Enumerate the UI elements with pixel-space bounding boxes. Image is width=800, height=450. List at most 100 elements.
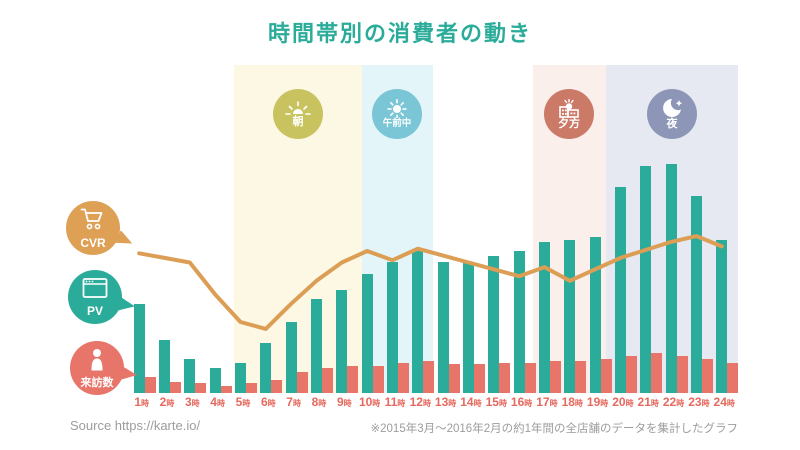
visitors-bar: [676, 356, 688, 393]
hour-group: [639, 65, 664, 393]
footnote-text: ※2015年3月～2016年2月の約1年間の全店舗のデータを集計したグラフ: [370, 423, 739, 435]
x-axis-label: 10時: [358, 395, 381, 409]
x-axis-label: 8時: [311, 395, 327, 409]
sun-icon: [385, 99, 409, 119]
visitors-bar: [144, 376, 156, 393]
pv-bar: [462, 262, 474, 393]
x-axis-label: 3時: [184, 395, 200, 409]
pv-bar: [412, 251, 424, 393]
hour-group: [689, 65, 714, 393]
x-axis-label: 19時: [586, 395, 609, 409]
visitors-bar: [245, 382, 257, 393]
hour-group: [259, 65, 284, 393]
x-axis-label: 22時: [662, 395, 685, 409]
sunrise-icon: [285, 100, 311, 116]
pv-bar: [614, 186, 626, 393]
person-icon: [87, 348, 107, 377]
bubble-tail: [120, 365, 138, 383]
hour-group: [208, 65, 233, 393]
x-axis-label: 18時: [561, 395, 583, 409]
visitors-bar: [549, 360, 561, 393]
pv-bar: [184, 358, 196, 393]
bar-series: [132, 65, 740, 393]
pv-bar: [513, 251, 525, 393]
visitors-bar: [195, 382, 207, 393]
hour-group: [588, 65, 613, 393]
legend-visitors: 来訪数: [70, 341, 138, 395]
zone-label: 夕方: [558, 117, 580, 130]
x-axis-label: 2時: [159, 395, 175, 409]
zone-label: 夜: [666, 118, 678, 130]
x-axis-label: 13時: [434, 395, 457, 409]
pv-bar: [538, 241, 550, 393]
hour-group: [411, 65, 436, 393]
pv-bar: [209, 367, 221, 393]
x-axis-label: 16時: [510, 395, 533, 409]
hour-group: [461, 65, 486, 393]
hour-group: [309, 65, 334, 393]
pv-bar: [564, 239, 576, 393]
legend-cvr-label: CVR: [80, 236, 106, 250]
visitors-bar: [397, 363, 409, 393]
moon-star-icon: [660, 98, 684, 118]
visitors-bar: [271, 380, 283, 393]
hour-group: [132, 65, 157, 393]
pv-bar: [488, 255, 500, 393]
visitors-bar: [524, 363, 536, 393]
hour-group: [385, 65, 410, 393]
hour-group: [664, 65, 689, 393]
zone-badge-evening: 夕方: [544, 89, 594, 139]
visitors-bar: [473, 364, 485, 393]
x-axis-label: 6時: [260, 395, 276, 409]
pv-bar: [690, 196, 702, 393]
pv-bar: [665, 164, 677, 393]
hour-group: [563, 65, 588, 393]
x-axis-label: 23時: [688, 395, 710, 409]
legend-cvr: CVR: [66, 201, 136, 255]
x-axis-label: 17時: [536, 395, 558, 409]
pv-bar: [336, 289, 348, 393]
pv-bar: [386, 262, 398, 393]
visitors-bar: [321, 367, 333, 393]
hour-group: [436, 65, 461, 393]
chart-plot-area: 朝 午前中: [132, 65, 740, 393]
pv-bar: [361, 273, 373, 393]
x-axis-label: 21時: [637, 395, 659, 409]
cvr-line-chart: [137, 234, 724, 331]
visitors-bar: [600, 358, 612, 393]
x-axis-label: 11時: [384, 395, 406, 409]
zone-badge-night: 夜: [647, 89, 697, 139]
visitors-bar: [296, 372, 308, 393]
pv-bar: [310, 299, 322, 393]
visitors-bar: [347, 365, 359, 393]
cvr-line: [137, 234, 724, 331]
legend-pv: PV: [68, 270, 137, 324]
hour-group: [284, 65, 309, 393]
pv-bar: [640, 166, 652, 393]
visitors-bar: [372, 365, 384, 393]
pv-bar: [133, 303, 145, 393]
zone-label: 朝: [292, 115, 304, 128]
visitors-bar: [727, 363, 739, 393]
pv-bar: [437, 262, 449, 393]
hour-group: [512, 65, 537, 393]
hour-group: [335, 65, 360, 393]
x-axis-label: 15時: [485, 395, 507, 409]
x-axis-label: 20時: [612, 395, 634, 409]
x-axis-label: 14時: [460, 395, 482, 409]
zone-badge-morning: 朝: [273, 89, 323, 139]
x-axis: 1時 2時 3時 4時 5時 6時 7時 8時 9時 10時 11時 12時 13時 14時 15時 16時 1…: [132, 395, 740, 409]
hour-group: [537, 65, 562, 393]
pv-bar: [589, 237, 601, 393]
hour-group: [157, 65, 182, 393]
sunset-town-icon: [556, 98, 582, 118]
visitors-bar: [423, 360, 435, 393]
visitors-bar: [651, 352, 663, 393]
visitors-bar: [448, 364, 460, 393]
zone-label: 午前中: [382, 118, 412, 130]
x-axis-label: 9時: [336, 395, 352, 409]
visitors-bar: [499, 363, 511, 393]
legend-pv-label: PV: [86, 304, 103, 318]
x-axis-label: 4時: [210, 395, 225, 409]
hour-group: [715, 65, 740, 393]
